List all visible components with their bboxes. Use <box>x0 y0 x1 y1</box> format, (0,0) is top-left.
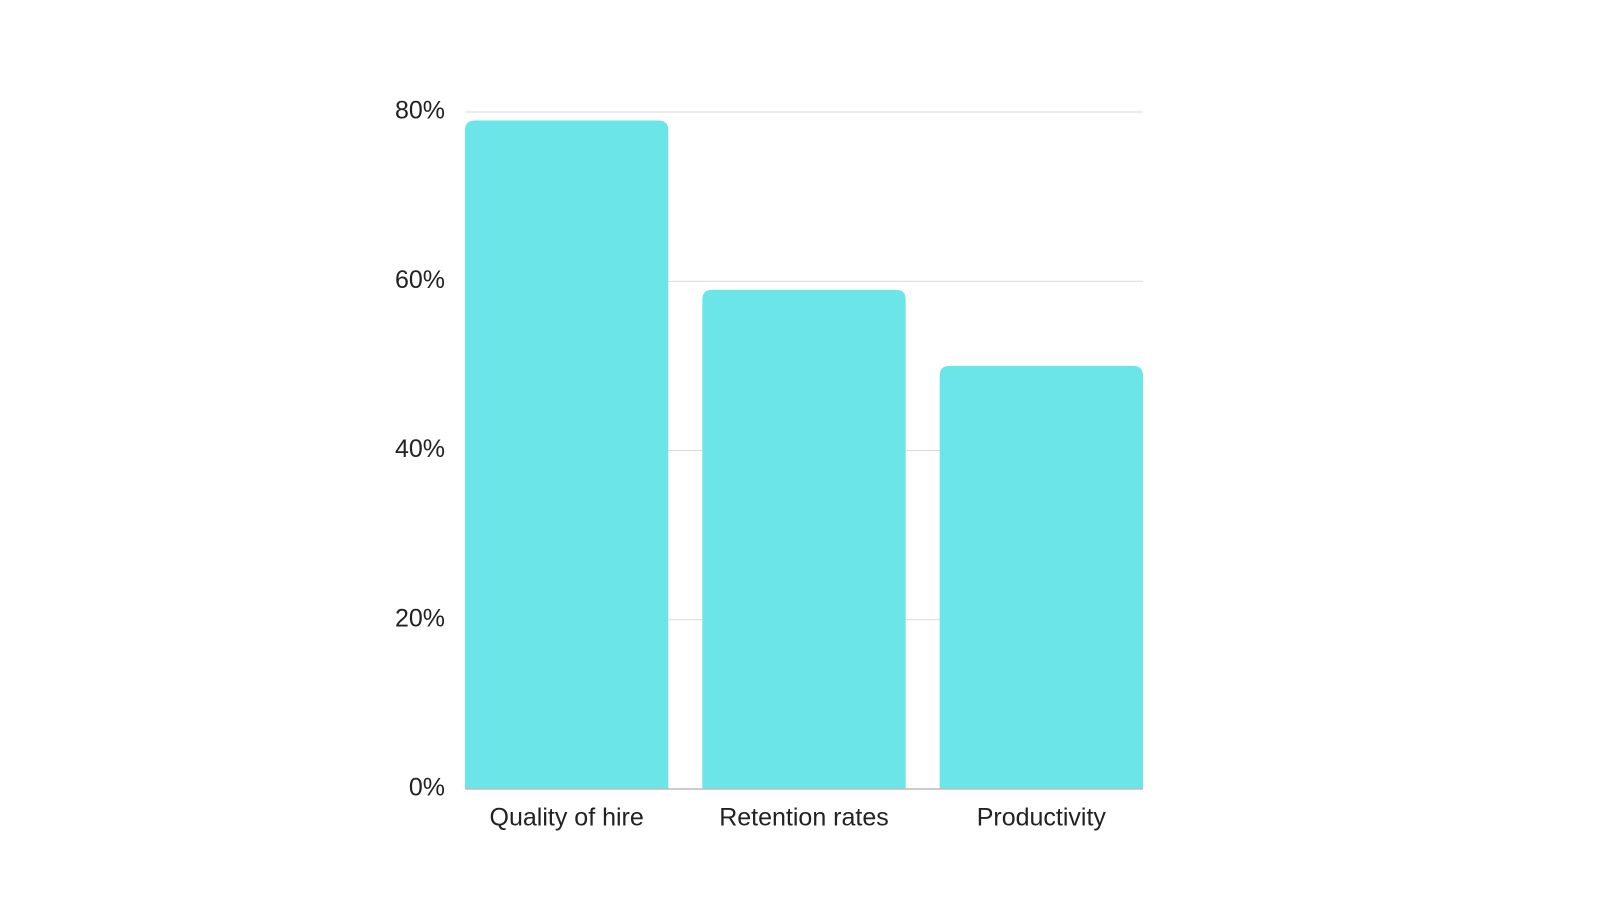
x-tick-label: Retention rates <box>719 804 889 832</box>
y-tick-label: 40% <box>395 435 445 463</box>
bar <box>702 289 906 789</box>
bar <box>939 365 1143 789</box>
y-tick-label: 80% <box>395 97 445 125</box>
y-tick-label: 60% <box>395 266 445 294</box>
x-tick-label: Quality of hire <box>490 804 644 832</box>
y-tick-label: 20% <box>395 604 445 632</box>
x-tick-label: Productivity <box>977 804 1107 832</box>
y-tick-label: 0% <box>409 774 445 802</box>
bar <box>465 120 669 789</box>
